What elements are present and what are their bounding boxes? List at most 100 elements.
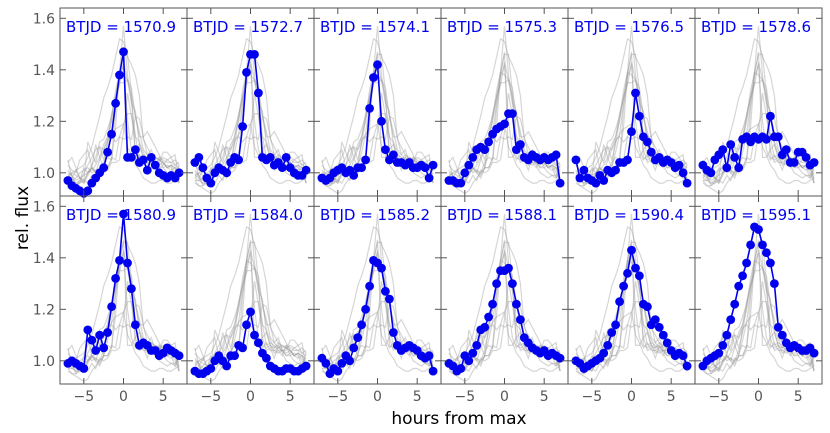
data-point — [762, 248, 771, 258]
data-point — [126, 284, 136, 294]
data-point — [126, 153, 136, 162]
data-point — [115, 256, 124, 265]
data-point — [762, 134, 771, 144]
data-point — [254, 338, 263, 348]
data-point — [480, 322, 490, 332]
panel-11: −5 0 5 BTJD = 1595.1 — [694, 195, 823, 405]
data-point — [95, 330, 105, 340]
data-point — [730, 153, 740, 162]
data-point — [551, 150, 561, 160]
x-tick-label: 5 — [540, 389, 549, 405]
data-point — [353, 333, 363, 342]
background-curve — [702, 311, 815, 375]
background-curve — [67, 241, 180, 373]
data-point — [766, 111, 775, 121]
data-point — [87, 335, 97, 345]
data-point — [631, 263, 640, 273]
data-point — [460, 168, 470, 178]
data-point — [722, 163, 732, 173]
x-tick-label: −5 — [73, 389, 94, 405]
data-point — [730, 299, 740, 309]
background-curve — [448, 225, 561, 367]
data-point — [123, 258, 132, 268]
background-curve — [321, 51, 434, 195]
background-curve — [702, 123, 815, 187]
data-point — [238, 343, 248, 353]
data-point — [234, 155, 244, 165]
data-point — [103, 147, 112, 157]
background-curve — [67, 301, 180, 372]
data-point — [758, 240, 767, 250]
data-point — [635, 271, 644, 281]
y-tick-label: 1.6 — [33, 11, 55, 27]
data-point — [766, 258, 775, 268]
background-curve — [702, 239, 815, 383]
data-point — [385, 294, 394, 304]
data-point — [119, 47, 128, 57]
data-point — [107, 129, 116, 139]
data-point — [277, 163, 287, 173]
data-point — [738, 271, 747, 281]
data-point — [222, 168, 232, 178]
data-point — [484, 312, 493, 322]
data-point — [337, 359, 347, 368]
data-point — [575, 173, 585, 183]
panel-5: BTJD = 1578.6 — [694, 7, 823, 197]
data-point — [361, 304, 370, 314]
background-curve — [67, 37, 180, 179]
background-curve — [67, 116, 180, 174]
data-point — [777, 330, 787, 340]
panel-3: BTJD = 1575.3 — [440, 7, 569, 197]
x-tick-label: 0 — [246, 389, 255, 405]
panel-title: BTJD = 1572.7 — [193, 18, 303, 36]
data-point — [773, 132, 783, 142]
data-point — [131, 320, 140, 330]
data-point — [615, 297, 624, 306]
data-point — [242, 68, 251, 77]
panel-9: −5 0 5 BTJD = 1588.1 — [440, 195, 569, 405]
data-point — [369, 73, 378, 82]
data-point — [718, 341, 728, 350]
panel-title: BTJD = 1595.1 — [701, 206, 811, 224]
x-axis-label: hours from max — [391, 409, 526, 429]
data-point — [508, 279, 517, 288]
x-tick-label: 5 — [794, 389, 803, 405]
data-point — [146, 153, 156, 162]
data-point — [262, 353, 271, 363]
data-point — [333, 366, 343, 376]
data-point — [321, 359, 331, 368]
data-point — [591, 178, 601, 188]
x-tick-label: 0 — [373, 389, 382, 405]
data-point — [381, 145, 390, 155]
panel-6: −5 0 5 1.0 1.2 1.4 1.6 BTJD = 1580.9 — [33, 195, 188, 405]
x-tick-label: −5 — [581, 389, 602, 405]
data-point — [281, 153, 291, 162]
background-curve — [321, 123, 434, 187]
background-curve — [575, 213, 688, 370]
x-tick-label: 0 — [500, 389, 509, 405]
x-tick-label: 0 — [627, 389, 636, 405]
data-point — [801, 153, 811, 162]
panel-8: −5 0 5 BTJD = 1585.2 — [313, 195, 442, 405]
data-point — [631, 88, 640, 98]
data-point — [678, 351, 688, 361]
data-point — [627, 245, 636, 255]
x-tick-label: −5 — [708, 389, 729, 405]
data-point — [420, 163, 430, 173]
data-point — [488, 299, 497, 309]
data-point — [492, 279, 501, 288]
data-point — [599, 176, 609, 185]
panel-title: BTJD = 1574.1 — [320, 18, 430, 36]
panel-1: BTJD = 1572.7 — [186, 7, 315, 197]
data-point — [115, 70, 124, 80]
data-point — [424, 351, 434, 361]
data-point — [242, 320, 251, 330]
data-point — [424, 173, 434, 183]
data-point — [250, 50, 259, 59]
data-point — [726, 140, 736, 149]
y-tick-label: 1.4 — [33, 251, 55, 267]
y-tick-label: 1.0 — [33, 166, 55, 182]
data-point — [198, 163, 208, 173]
data-point — [99, 163, 109, 173]
